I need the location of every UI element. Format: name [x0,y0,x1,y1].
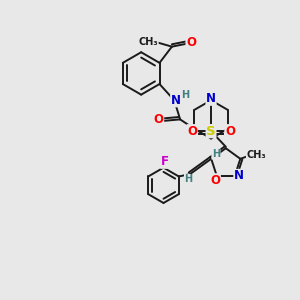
Text: H: H [184,174,193,184]
Text: H: H [212,149,220,159]
Text: O: O [154,112,164,126]
Text: CH₃: CH₃ [139,37,158,47]
Text: O: O [187,125,197,138]
Text: CH₃: CH₃ [246,150,266,160]
Text: O: O [225,125,235,138]
Text: O: O [186,36,196,49]
Text: N: N [171,94,181,107]
Text: F: F [161,155,169,168]
Text: N: N [234,169,244,182]
Text: N: N [206,92,216,105]
Text: H: H [182,90,190,100]
Text: S: S [206,125,216,138]
Text: O: O [210,174,220,187]
